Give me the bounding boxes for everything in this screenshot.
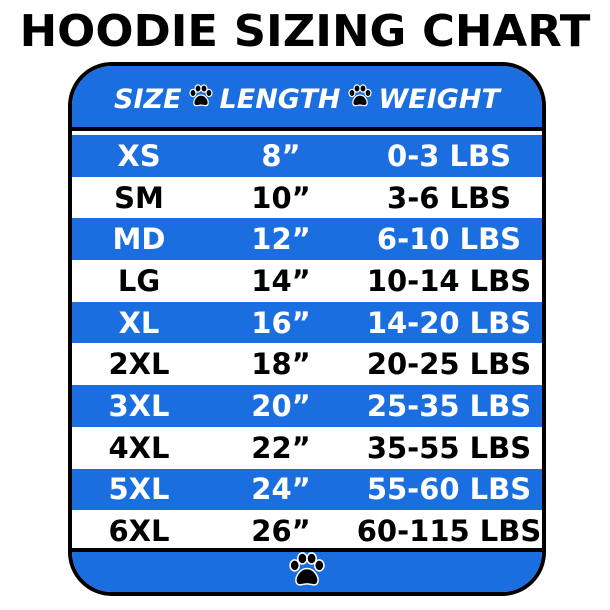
table-row: XL 16” 14-20 LBS xyxy=(72,301,542,344)
table-row: 4XL 22” 35-55 LBS xyxy=(72,426,542,469)
length-cell: 20” xyxy=(251,388,311,423)
table-row: SM 10” 3-6 LBS xyxy=(72,176,542,219)
length-cell: 26” xyxy=(251,514,311,549)
header-size: SIZE xyxy=(114,84,182,115)
size-cell: MD xyxy=(112,222,166,257)
weight-cell: 20-25 LBS xyxy=(366,347,532,382)
size-cell: SM xyxy=(114,180,164,215)
length-cell: 24” xyxy=(251,472,311,507)
table-row: MD 12” 6-10 LBS xyxy=(72,218,542,261)
size-cell: 3XL xyxy=(108,388,170,423)
size-cell: XS xyxy=(117,138,161,173)
size-cell: 6XL xyxy=(108,514,170,549)
header-weight: WEIGHT xyxy=(378,84,500,115)
length-cell: 22” xyxy=(251,430,311,465)
weight-cell: 60-115 LBS xyxy=(356,514,542,549)
table-row: 2XL 18” 20-25 LBS xyxy=(72,343,542,386)
paw-icon xyxy=(347,84,373,115)
size-cell: XL xyxy=(118,305,160,340)
length-cell: 16” xyxy=(251,305,311,340)
size-cell: 2XL xyxy=(108,347,170,382)
paw-icon xyxy=(287,551,327,592)
weight-cell: 10-14 LBS xyxy=(366,263,532,298)
length-cell: 18” xyxy=(251,347,311,382)
weight-cell: 3-6 LBS xyxy=(387,180,511,215)
length-cell: 14” xyxy=(251,263,311,298)
length-cell: 8” xyxy=(261,138,301,173)
table-row: LG 14” 10-14 LBS xyxy=(72,260,542,302)
table-row: 3XL 20” 25-35 LBS xyxy=(72,385,542,427)
size-cell: 5XL xyxy=(108,472,170,507)
table-row: 5XL 24” 55-60 LBS xyxy=(72,468,542,511)
weight-cell: 6-10 LBS xyxy=(376,222,522,257)
table-header: SIZE LENGTH WEIGHT xyxy=(72,66,542,131)
length-cell: 12” xyxy=(251,222,311,257)
length-cell: 10” xyxy=(251,180,311,215)
weight-cell: 35-55 LBS xyxy=(366,430,532,465)
weight-cell: 14-20 LBS xyxy=(366,305,532,340)
weight-cell: 55-60 LBS xyxy=(366,472,532,507)
table-row: XS 8” 0-3 LBS xyxy=(72,135,542,177)
weight-cell: 0-3 LBS xyxy=(387,138,511,173)
paw-icon xyxy=(188,84,214,115)
header-length: LENGTH xyxy=(219,84,341,115)
table-body: XS 8” 0-3 LBS SM 10” 3-6 LBS MD 12” 6-10 LBS LG 14… xyxy=(72,135,542,552)
weight-cell: 25-35 LBS xyxy=(366,388,532,423)
size-cell: LG xyxy=(117,263,161,298)
table-footer xyxy=(72,548,542,592)
sizing-table: SIZE LENGTH WEIGHT XS 8” 0-3 LBS SM 10” 3-6 L… xyxy=(68,62,546,596)
size-cell: 4XL xyxy=(108,430,170,465)
page-title: HOODIE SIZING CHART xyxy=(19,6,591,57)
table-row: 6XL 26” 60-115 LBS xyxy=(72,510,542,552)
